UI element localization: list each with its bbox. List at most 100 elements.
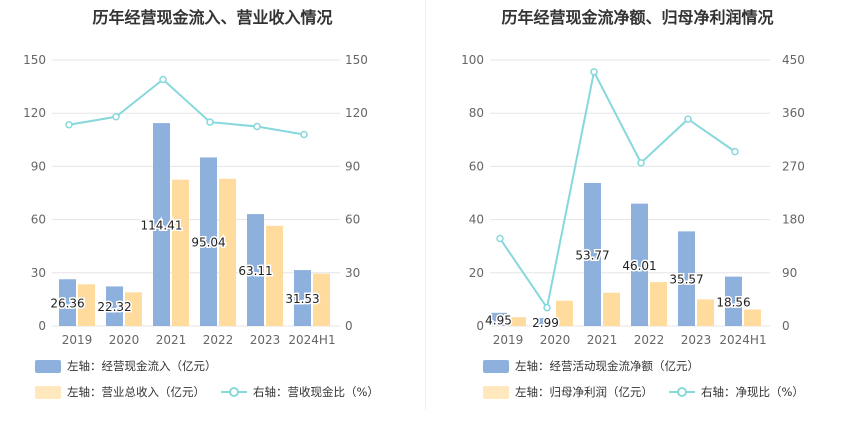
y-right-tick-label: 360 [782,106,805,120]
y-right-tick-label: 270 [782,159,805,173]
y-right-tick-label: 0 [345,319,353,333]
data-label: 4.95 [485,313,512,327]
line-point [159,75,167,84]
x-tick-label: 2023 [681,333,712,347]
bar-secondary [697,299,714,326]
line-series [68,78,305,136]
y-right-tick-label: 90 [782,266,797,280]
bar-secondary [313,273,330,326]
line-point [112,112,120,121]
x-tick-label: 2019 [62,333,93,347]
legend-swatch-line [669,387,695,397]
bar-secondary [219,178,236,326]
line-point [731,147,739,156]
chart-title: 历年经营现金流入、营业收入情况 [92,8,333,27]
x-tick-label: 2020 [540,333,571,347]
line-point [65,120,73,129]
y-right-tick-label: 60 [345,213,360,227]
legend-label: 右轴：营收现金比（%） [253,385,379,399]
data-label: 53.77 [575,248,609,262]
line-point [496,234,504,243]
data-label: 114.41 [141,219,183,233]
y-right-tick-label: 30 [345,266,360,280]
data-label: 63.11 [238,264,272,278]
x-tick-label: 2023 [250,333,281,347]
x-tick-label: 2024H1 [288,333,335,347]
line-point [684,115,692,123]
legend-label: 左轴：经营现金流入（亿元） [67,359,217,373]
y-right-tick-label: 0 [782,319,790,333]
bar-primary [247,214,264,326]
chart-panel-net-cash: 历年经营现金流净额、归母净利润情况 0 0 20 90 40 180 60 270 80 360 1… [425,0,850,437]
y-left-tick-label: 60 [469,159,484,173]
legend-label: 左轴：归母净利润（亿元） [515,385,653,399]
y-left-tick-label: 120 [23,106,46,120]
y-left-tick-label: 90 [31,159,46,173]
bar-secondary [125,292,142,326]
y-left-tick-label: 40 [469,213,484,227]
bar-primary [631,203,648,326]
data-label: 26.36 [50,297,84,311]
bar-primary [490,312,507,326]
line-point [637,159,645,167]
bar-secondary [78,284,95,326]
y-left-tick-label: 80 [469,106,484,120]
legend-label: 右轴：净现比（%） [701,385,804,399]
y-right-tick-label: 90 [345,159,360,173]
line-point [206,118,214,126]
x-tick-label: 2021 [587,333,618,347]
y-left-tick-label: 30 [31,266,46,280]
bar-secondary [744,309,761,326]
line-point [300,130,308,139]
legend-swatch-bar-secondary [35,386,61,399]
line-point [590,68,598,76]
y-right-tick-label: 450 [782,53,805,67]
data-label: 2.99 [532,316,559,330]
y-left-tick-label: 20 [469,266,484,280]
bar-primary [106,286,123,326]
bar-primary [725,276,742,326]
x-tick-label: 2024H1 [719,333,766,347]
data-label: 46.01 [622,259,656,273]
bar-primary [584,182,601,326]
bar-primary [294,270,311,326]
legend-swatch-line [221,387,247,397]
bar-primary [678,231,695,326]
line-series [499,68,736,311]
data-label: 22.32 [97,300,131,314]
bar-secondary [509,317,526,326]
data-label: 31.53 [285,292,319,306]
bar-secondary [266,225,283,326]
bar-primary [153,123,170,326]
x-tick-label: 2022 [634,333,665,347]
y-left-tick-label: 150 [23,53,46,67]
bar-secondary [603,292,620,326]
chart-title: 历年经营现金流净额、归母净利润情况 [501,8,774,27]
legend-swatch-bar-primary [35,360,61,373]
legend-swatch-bar-secondary [483,386,509,399]
chart-plot-cash-inflow: 0 0 30 30 60 60 90 90 120 120 150 150 26.36 2019 22.32… [23,53,368,347]
y-left-tick-label: 60 [31,213,46,227]
y-right-tick-label: 120 [345,106,368,120]
bar-secondary [172,179,189,326]
y-left-tick-label: 0 [476,319,484,333]
y-right-tick-label: 150 [345,53,368,67]
x-tick-label: 2021 [156,333,187,347]
x-tick-label: 2022 [203,333,234,347]
data-label: 95.04 [191,236,225,250]
x-tick-label: 2020 [109,333,140,347]
legend-label: 左轴：经营活动现金流净额（亿元） [515,359,699,373]
panel-divider [425,0,426,410]
bar-secondary [556,300,573,326]
chart-plot-net-cash: 0 0 20 90 40 180 60 270 80 360 100 450 4.95 2019 2.99 2… [461,53,805,347]
y-right-tick-label: 180 [782,213,805,227]
data-label: 35.57 [669,273,703,287]
bar-primary [200,157,217,326]
data-label: 18.56 [716,295,750,309]
line-point [253,122,261,131]
bar-primary [537,318,554,326]
legend-swatch-bar-primary [483,360,509,373]
y-left-tick-label: 100 [461,53,484,67]
y-left-tick-label: 0 [38,319,46,333]
